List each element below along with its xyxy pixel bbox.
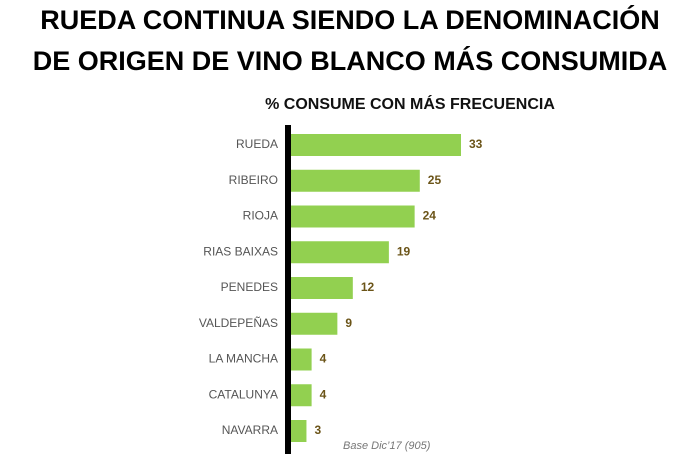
category-label: LA MANCHA: [209, 352, 278, 366]
note: Base Dic’17 (905): [343, 440, 431, 452]
bar: [291, 420, 307, 442]
bar: [291, 312, 338, 335]
bar: [291, 384, 312, 407]
category-label: RIOJA: [243, 209, 278, 223]
category-label: VALDEPEÑAS: [199, 316, 278, 330]
bar: [291, 169, 420, 192]
chart-title: DE ORIGEN DE VINO BLANCO MÁS CONSUMIDA: [33, 45, 668, 76]
chart-title: RUEDA CONTINUA SIENDO LA DENOMINACIÓN: [40, 4, 660, 35]
category-label: RIBEIRO: [229, 173, 278, 187]
value-label: 25: [428, 173, 442, 187]
bar: [291, 241, 389, 264]
category-label: NAVARRA: [222, 423, 278, 437]
value-label: 9: [345, 316, 352, 330]
value-label: 4: [320, 387, 327, 401]
chart-subtitle: % CONSUME CON MÁS FRECUENCIA: [265, 94, 555, 113]
value-label: 33: [469, 137, 483, 151]
value-label: 24: [423, 209, 437, 223]
category-label: CATALUNYA: [209, 387, 278, 401]
category-label: RUEDA: [236, 137, 278, 151]
bar: [291, 134, 461, 156]
value-label: 19: [397, 244, 411, 258]
category-label: RIAS BAIXAS: [203, 244, 278, 258]
value-label: 12: [361, 280, 375, 294]
bar: [291, 348, 312, 371]
category-label: PENEDES: [221, 280, 278, 294]
bar: [291, 277, 353, 299]
value-label: 4: [320, 352, 327, 366]
axis-line: [285, 125, 291, 454]
value-label: 3: [314, 423, 321, 437]
bar: [291, 205, 415, 228]
